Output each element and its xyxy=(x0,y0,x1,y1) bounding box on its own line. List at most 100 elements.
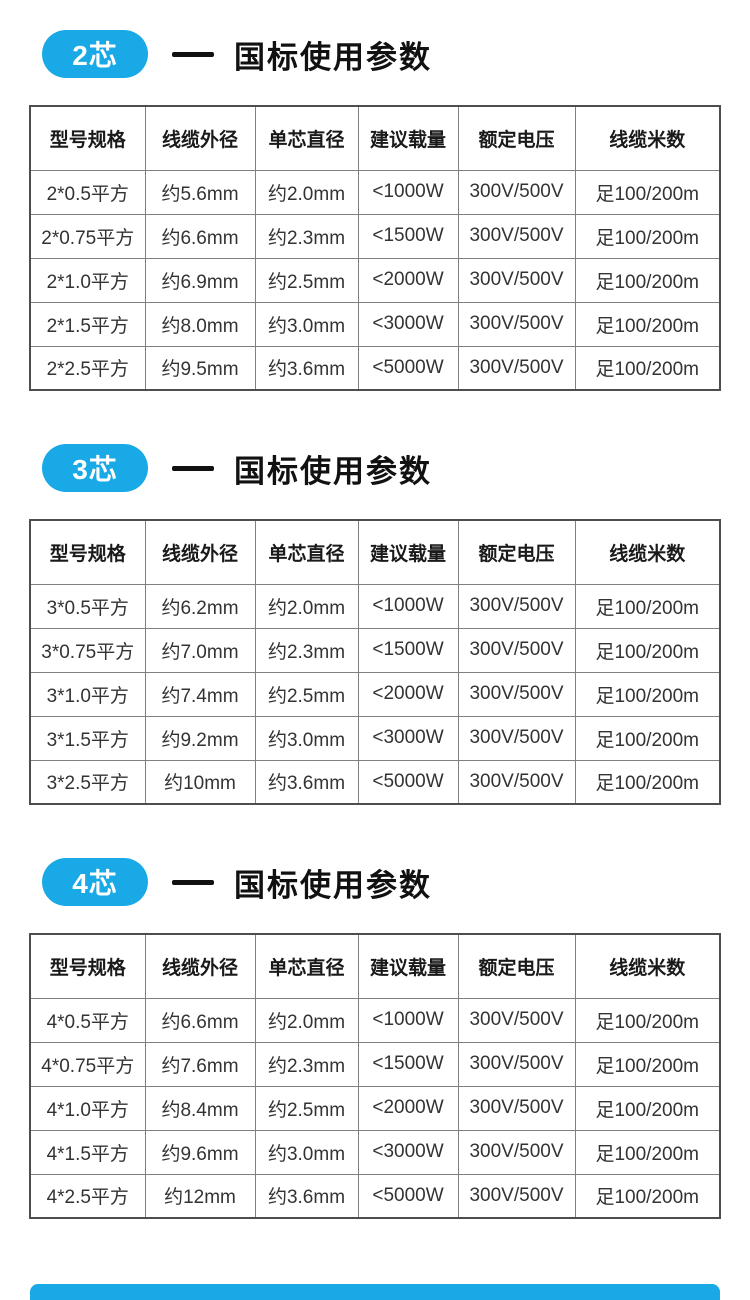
table-cell: 足100/200m xyxy=(574,1129,721,1175)
table-cell: 约8.0mm xyxy=(144,301,256,347)
column-header: 额定电压 xyxy=(457,105,576,171)
table-cell: 足100/200m xyxy=(574,583,721,629)
section-title: 国标使用参数 xyxy=(234,867,432,903)
table-cell: 约6.9mm xyxy=(144,257,256,303)
table-cell: 约3.6mm xyxy=(254,345,359,391)
table-header-row: 型号规格 线缆外径 单芯直径 建议载量 额定电压 线缆米数 xyxy=(29,105,721,171)
core-count-badge: 2芯 xyxy=(42,30,148,78)
column-header: 线缆米数 xyxy=(574,519,721,585)
table-cell: 300V/500V xyxy=(457,1173,576,1219)
column-header: 建议载量 xyxy=(357,105,459,171)
table-cell: 约10mm xyxy=(144,759,256,805)
column-header: 建议载量 xyxy=(357,519,459,585)
table-cell: 300V/500V xyxy=(457,1085,576,1131)
table-cell: 3*1.0平方 xyxy=(29,671,146,717)
column-header: 型号规格 xyxy=(29,933,146,999)
table-cell: 足100/200m xyxy=(574,997,721,1043)
column-header: 建议载量 xyxy=(357,933,459,999)
column-header: 单芯直径 xyxy=(254,105,359,171)
table-cell: 约2.3mm xyxy=(254,213,359,259)
table-cell: 约6.2mm xyxy=(144,583,256,629)
table-cell: 约2.0mm xyxy=(254,583,359,629)
table-cell: 约2.0mm xyxy=(254,169,359,215)
table-cell: 约5.6mm xyxy=(144,169,256,215)
dash-divider-icon xyxy=(172,465,214,471)
table-cell: <2000W xyxy=(357,257,459,303)
table-row: 2*2.5平方 约9.5mm 约3.6mm <5000W 300V/500V 足100/2… xyxy=(29,345,721,391)
next-section-bar-cutoff xyxy=(30,1284,720,1300)
spec-table: 型号规格 线缆外径 单芯直径 建议载量 额定电压 线缆米数 3*0.5平方 约6.2mm 约2… xyxy=(29,519,721,805)
section-header: 2芯 国标使用参数 xyxy=(0,30,750,78)
column-header: 线缆米数 xyxy=(574,933,721,999)
table-cell: 足100/200m xyxy=(574,1041,721,1087)
table-cell: 300V/500V xyxy=(457,169,576,215)
table-cell: <1000W xyxy=(357,583,459,629)
table-cell: 足100/200m xyxy=(574,345,721,391)
table-cell: 足100/200m xyxy=(574,627,721,673)
table-cell: 约6.6mm xyxy=(144,213,256,259)
table-cell: 约3.6mm xyxy=(254,759,359,805)
table-header-row: 型号规格 线缆外径 单芯直径 建议载量 额定电压 线缆米数 xyxy=(29,933,721,999)
table-row: 2*0.5平方 约5.6mm 约2.0mm <1000W 300V/500V 足100/2… xyxy=(29,169,721,215)
table-header-row: 型号规格 线缆外径 单芯直径 建议载量 额定电压 线缆米数 xyxy=(29,519,721,585)
table-row: 4*1.5平方 约9.6mm 约3.0mm <3000W 300V/500V 足100/2… xyxy=(29,1129,721,1175)
table-cell: <3000W xyxy=(357,1129,459,1175)
table-cell: <1500W xyxy=(357,1041,459,1087)
dash-divider-icon xyxy=(172,51,214,57)
parameter-section: 2芯 国标使用参数 型号规格 线缆外径 单芯直径 建议载量 额定电压 线缆米数 2*0.5… xyxy=(0,30,750,391)
table-cell: 约3.0mm xyxy=(254,301,359,347)
table-cell: 300V/500V xyxy=(457,1041,576,1087)
table-row: 4*1.0平方 约8.4mm 约2.5mm <2000W 300V/500V 足100/2… xyxy=(29,1085,721,1131)
table-cell: 4*1.5平方 xyxy=(29,1129,146,1175)
table-cell: <1000W xyxy=(357,169,459,215)
table-cell: 约2.5mm xyxy=(254,257,359,303)
sections-container: 2芯 国标使用参数 型号规格 线缆外径 单芯直径 建议载量 额定电压 线缆米数 2*0.5… xyxy=(0,30,750,1219)
column-header: 线缆外径 xyxy=(144,105,256,171)
table-cell: 2*0.75平方 xyxy=(29,213,146,259)
table-cell: 4*2.5平方 xyxy=(29,1173,146,1219)
section-title: 国标使用参数 xyxy=(234,453,432,489)
table-cell: 约2.5mm xyxy=(254,1085,359,1131)
table-cell: 足100/200m xyxy=(574,213,721,259)
table-cell: 约6.6mm xyxy=(144,997,256,1043)
column-header: 型号规格 xyxy=(29,519,146,585)
table-cell: 4*0.75平方 xyxy=(29,1041,146,1087)
table-row: 4*2.5平方 约12mm 约3.6mm <5000W 300V/500V 足100/20… xyxy=(29,1173,721,1219)
table-cell: 2*0.5平方 xyxy=(29,169,146,215)
table-row: 3*0.75平方 约7.0mm 约2.3mm <1500W 300V/500V 足100/… xyxy=(29,627,721,673)
table-cell: 300V/500V xyxy=(457,257,576,303)
table-cell: 约7.6mm xyxy=(144,1041,256,1087)
table-row: 3*1.5平方 约9.2mm 约3.0mm <3000W 300V/500V 足100/2… xyxy=(29,715,721,761)
section-title: 国标使用参数 xyxy=(234,39,432,75)
column-header: 额定电压 xyxy=(457,519,576,585)
table-cell: <2000W xyxy=(357,671,459,717)
table-cell: 2*1.0平方 xyxy=(29,257,146,303)
table-cell: 300V/500V xyxy=(457,1129,576,1175)
table-row: 4*0.75平方 约7.6mm 约2.3mm <1500W 300V/500V 足100/… xyxy=(29,1041,721,1087)
table-row: 4*0.5平方 约6.6mm 约2.0mm <1000W 300V/500V 足100/2… xyxy=(29,997,721,1043)
table-row: 3*0.5平方 约6.2mm 约2.0mm <1000W 300V/500V 足100/2… xyxy=(29,583,721,629)
core-count-badge: 3芯 xyxy=(42,444,148,492)
table-row: 3*1.0平方 约7.4mm 约2.5mm <2000W 300V/500V 足100/2… xyxy=(29,671,721,717)
table-cell: 约2.5mm xyxy=(254,671,359,717)
table-cell: 约9.5mm xyxy=(144,345,256,391)
table-cell: 300V/500V xyxy=(457,301,576,347)
spec-table: 型号规格 线缆外径 单芯直径 建议载量 额定电压 线缆米数 2*0.5平方 约5.6mm 约2… xyxy=(29,105,721,391)
column-header: 线缆外径 xyxy=(144,933,256,999)
table-cell: 足100/200m xyxy=(574,257,721,303)
table-cell: 约7.4mm xyxy=(144,671,256,717)
table-row: 3*2.5平方 约10mm 约3.6mm <5000W 300V/500V 足100/20… xyxy=(29,759,721,805)
table-cell: 约2.3mm xyxy=(254,627,359,673)
table-cell: 300V/500V xyxy=(457,715,576,761)
table-cell: <1500W xyxy=(357,627,459,673)
table-cell: 2*2.5平方 xyxy=(29,345,146,391)
table-cell: 约3.0mm xyxy=(254,715,359,761)
table-cell: 约3.6mm xyxy=(254,1173,359,1219)
table-cell: 3*2.5平方 xyxy=(29,759,146,805)
table-row: 2*1.0平方 约6.9mm 约2.5mm <2000W 300V/500V 足100/2… xyxy=(29,257,721,303)
table-cell: 足100/200m xyxy=(574,301,721,347)
table-cell: 300V/500V xyxy=(457,627,576,673)
table-cell: 300V/500V xyxy=(457,213,576,259)
table-cell: 足100/200m xyxy=(574,1173,721,1219)
